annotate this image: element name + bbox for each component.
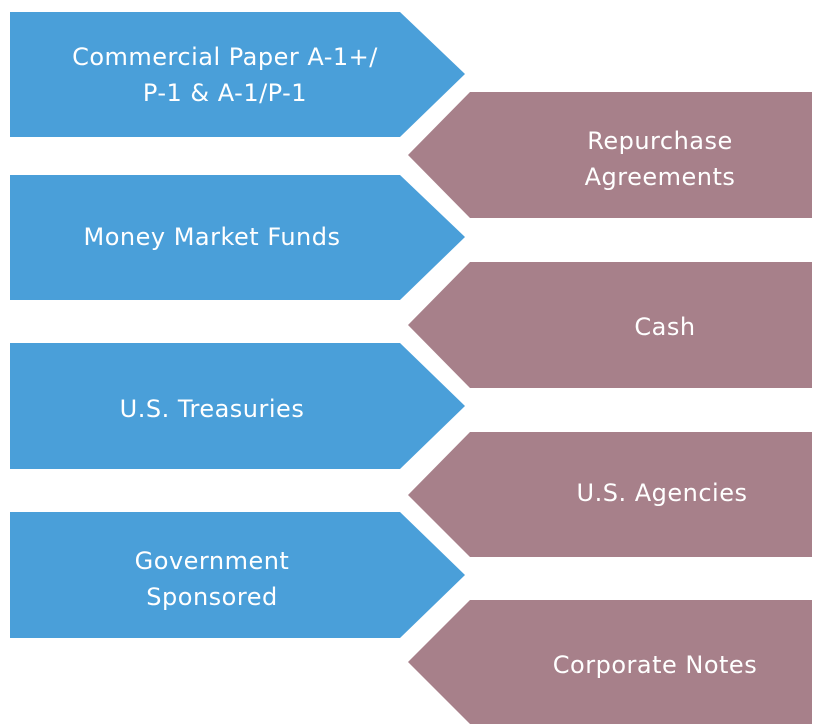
arrow-left xyxy=(408,262,812,388)
arrow-right xyxy=(10,343,465,469)
item-label: U.S. Treasuries xyxy=(120,395,305,423)
item-label: Cash xyxy=(634,313,695,341)
arrow-left xyxy=(408,600,812,724)
item-label: U.S. Agencies xyxy=(577,479,748,507)
item-label: Agreements xyxy=(585,163,736,191)
item-label: Corporate Notes xyxy=(553,651,757,679)
item-label: Sponsored xyxy=(146,583,277,611)
arrow-left xyxy=(408,92,812,218)
item-label: Money Market Funds xyxy=(84,223,341,251)
arrow-right xyxy=(10,12,465,137)
item-label: Commercial Paper A-1+/ xyxy=(72,43,378,71)
item-label: Government xyxy=(135,547,290,575)
item-label: Repurchase xyxy=(587,127,733,155)
arrow-right xyxy=(10,512,465,638)
arrow-right xyxy=(10,175,465,300)
arrow-left xyxy=(408,432,812,557)
item-label: P-1 & A-1/P-1 xyxy=(143,79,307,107)
